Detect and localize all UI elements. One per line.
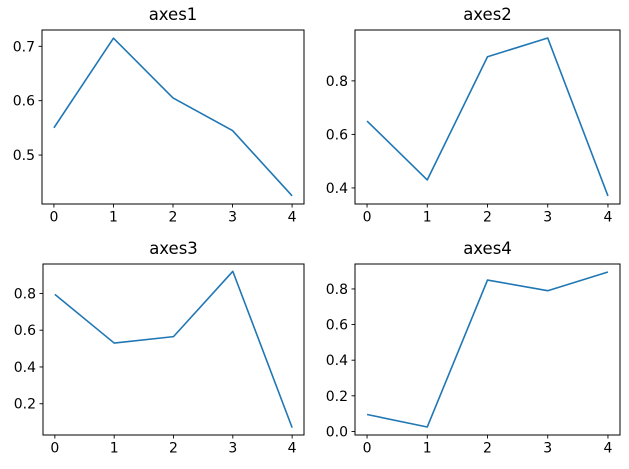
chart-title-axes3: axes3	[149, 239, 198, 258]
chart-title-axes1: axes1	[148, 5, 198, 24]
svg-text:0.2: 0.2	[14, 397, 36, 413]
svg-text:3: 3	[543, 210, 552, 226]
svg-text:0.2: 0.2	[326, 389, 348, 405]
svg-text:3: 3	[228, 210, 237, 226]
svg-text:4: 4	[288, 210, 297, 226]
svg-text:0.8: 0.8	[326, 74, 348, 90]
svg-text:0.4: 0.4	[14, 360, 36, 376]
subplot-axes3: axes3 0 1 2 3 4 0.2 0.4 0.6 0.8	[0, 235, 315, 469]
svg-text:0.7: 0.7	[13, 39, 35, 55]
svg-text:3: 3	[228, 441, 237, 457]
svg-text:2: 2	[169, 210, 178, 226]
svg-text:2: 2	[483, 210, 492, 226]
svg-text:0.5: 0.5	[13, 148, 35, 164]
svg-text:0.4: 0.4	[326, 181, 348, 197]
subplot-axes2: axes2 0 1 2 3 4 0.4 0.6 0.8	[315, 0, 629, 235]
svg-text:2: 2	[169, 441, 178, 457]
svg-text:0.6: 0.6	[13, 94, 35, 110]
svg-text:3: 3	[543, 441, 552, 457]
subplot-axes1: axes1 0 1 2 3 4 0.5 0.6 0.7	[0, 0, 315, 235]
svg-text:0.4: 0.4	[326, 353, 348, 369]
svg-text:2: 2	[483, 441, 492, 457]
svg-text:4: 4	[603, 210, 612, 226]
svg-text:0.6: 0.6	[326, 127, 348, 143]
axes1-plot-area: 0 1 2 3 4 0.5 0.6 0.7	[13, 29, 305, 226]
svg-text:0.0: 0.0	[326, 424, 348, 440]
svg-text:4: 4	[288, 441, 297, 457]
svg-text:0.8: 0.8	[326, 282, 348, 298]
svg-text:0: 0	[49, 210, 58, 226]
svg-text:0.8: 0.8	[14, 286, 36, 302]
svg-text:1: 1	[109, 210, 118, 226]
svg-text:1: 1	[423, 210, 432, 226]
axes3-plot-area: 0 1 2 3 4 0.2 0.4 0.6 0.8	[14, 263, 305, 457]
axes2-plot-area: 0 1 2 3 4 0.4 0.6 0.8	[326, 29, 621, 226]
svg-text:0.6: 0.6	[326, 318, 348, 334]
svg-text:0: 0	[50, 441, 59, 457]
svg-text:0.6: 0.6	[14, 323, 36, 339]
svg-text:4: 4	[603, 441, 612, 457]
axes4-plot-area: 0 1 2 3 4 0.0 0.2 0.4 0.6 0.8	[326, 263, 621, 457]
svg-text:0: 0	[363, 210, 372, 226]
chart-title-axes2: axes2	[463, 5, 512, 24]
chart-title-axes4: axes4	[463, 239, 512, 258]
svg-text:1: 1	[423, 441, 432, 457]
svg-text:1: 1	[110, 441, 119, 457]
subplot-axes4: axes4 0 1 2 3 4 0.0 0.2 0.4 0.6 0.8	[315, 235, 629, 469]
svg-text:0: 0	[363, 441, 372, 457]
